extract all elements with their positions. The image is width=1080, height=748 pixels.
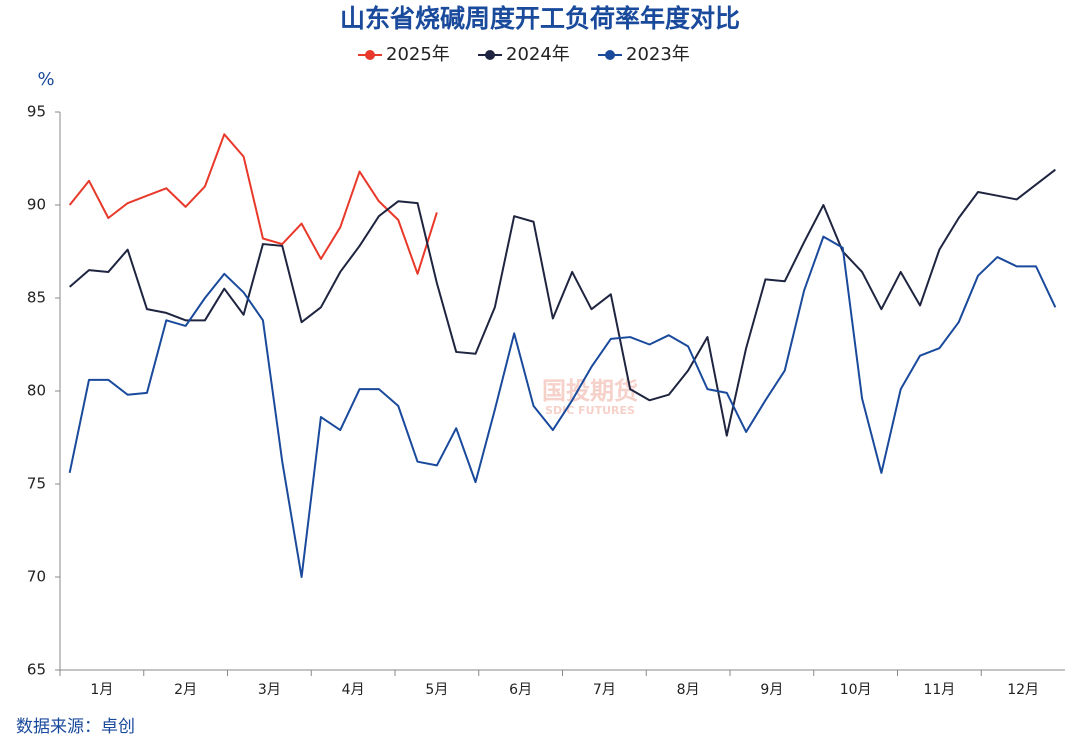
x-tick-label: 12月 [1007,682,1039,698]
series-line [68,235,1057,578]
x-tick-label: 4月 [342,682,365,698]
y-tick-label: 90 [27,196,46,214]
source: 数据来源：卓创 [16,717,135,737]
y-tick-label: 80 [27,382,46,400]
watermark: 国投期货 [542,377,638,405]
x-tick-label: 8月 [677,682,700,698]
x-tick-label: 11月 [923,682,955,698]
chart-title: 山东省烧碱周度开工负荷率年度对比 [340,4,740,33]
legend-marker [365,50,375,60]
x-tick-label: 7月 [593,682,616,698]
y-axis-label: % [37,69,54,90]
legend-label: 2025年 [386,44,450,65]
legend-marker [605,50,615,60]
legend-marker [485,50,495,60]
x-tick-label: 10月 [840,682,872,698]
x-tick-label: 2月 [174,682,197,698]
y-tick-label: 70 [27,568,46,586]
x-tick-label: 3月 [258,682,281,698]
y-tick-label: 75 [27,475,46,493]
watermark: SDIC FUTURES [545,404,635,417]
series-line [68,133,438,275]
legend-label: 2023年 [626,44,690,65]
y-tick-label: 85 [27,289,46,307]
legend-label: 2024年 [506,44,570,65]
y-tick-label: 95 [27,103,46,121]
x-tick-label: 1月 [90,682,113,698]
y-tick-label: 65 [27,661,46,679]
series-line [69,168,1056,437]
x-tick-label: 5月 [425,682,448,698]
x-tick-label: 9月 [760,682,783,698]
x-tick-label: 6月 [509,682,532,698]
